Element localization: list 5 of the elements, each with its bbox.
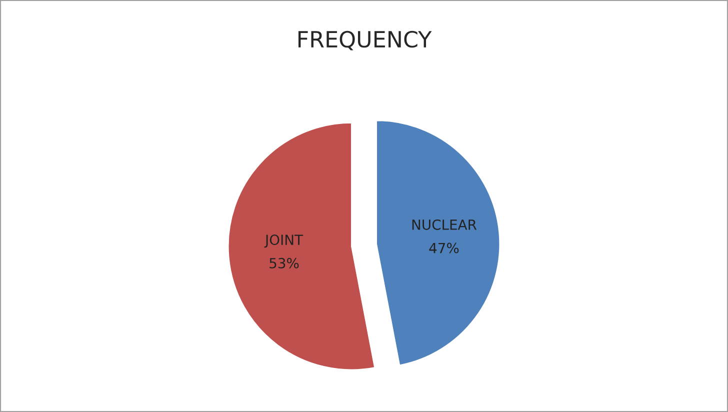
slice-label: JOINT bbox=[264, 234, 304, 248]
data-label: 53% bbox=[270, 258, 299, 268]
data-label: 47% bbox=[429, 242, 459, 254]
chart-title: FREQUENCY bbox=[298, 30, 432, 50]
slice-label: NUCLEAR bbox=[412, 219, 477, 230]
